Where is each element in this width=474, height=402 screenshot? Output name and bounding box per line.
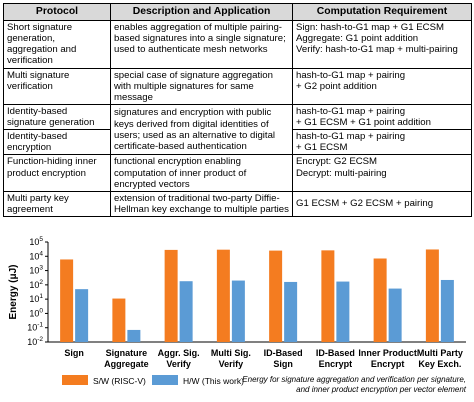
chart-bars [60, 249, 454, 342]
y-axis-label: Energy (μJ) [8, 264, 19, 319]
bar-hw [336, 281, 350, 342]
computation-cell: Encrypt: G2 ECSM Decrypt: multi-pairing [292, 154, 472, 192]
x-category-label: Multi Sig. Verify [211, 348, 251, 369]
table-row: Short signature generation, aggregation … [3, 20, 472, 69]
chart-caption: Energy for signature aggregation and ver… [242, 375, 466, 394]
header-description: Description and Application [110, 2, 293, 22]
table-row: Multi signature verification special cas… [3, 67, 472, 105]
y-axis-ticks: 10-2 10-1 100 101 102 103 104 105 [27, 236, 48, 347]
table-row: Function-hiding inner product encryption… [3, 154, 472, 192]
protocol-cell: Identity-based encryption [3, 129, 111, 156]
bar-sw [373, 258, 387, 342]
protocol-cell: Identity-based signature generation [3, 103, 111, 131]
bar-sw [216, 249, 230, 342]
description-cell: functional encryption enabling computati… [110, 154, 293, 192]
bar-hw [179, 281, 193, 342]
x-category-label: Inner Product Encrypt [358, 348, 417, 369]
energy-bar-chart: 10-2 10-1 100 101 102 103 104 105 Sign Signature… [8, 236, 467, 394]
protocol-cell: Multi signature verification [3, 67, 111, 105]
table-row: Identity-based encryption hash-to-G1 map… [3, 129, 472, 156]
y-tick-label: 10-2 [27, 336, 43, 347]
y-tick-label: 105 [29, 236, 43, 247]
description-cell: enables aggregation of multiple pairing-… [110, 20, 293, 69]
computation-cell: hash-to-G1 map + pairing + G1 ECSM + G1 … [292, 103, 472, 131]
computation-cell: hash-to-G1 map + pairing + G2 point addi… [292, 67, 472, 105]
bar-hw [75, 289, 89, 342]
description-cell: extension of traditional two-party Diffi… [110, 190, 293, 218]
table-row: Identity-based signature generation sign… [3, 103, 472, 156]
x-category-label: ID-Based Encrypt [316, 348, 355, 369]
x-category-label: Sign [64, 348, 84, 358]
x-category-label: Multi Party Key Exch. [417, 348, 463, 369]
bar-sw [60, 259, 74, 342]
bar-sw [425, 249, 439, 342]
computation-cell: Sign: hash-to-G1 map + G1 ECSM Aggregate… [292, 20, 472, 69]
y-tick-label: 100 [29, 307, 43, 318]
table-header-row: Protocol Description and Application Com… [3, 2, 472, 22]
bar-sw [112, 298, 126, 342]
y-tick-label: 102 [29, 279, 43, 290]
bar-hw [231, 280, 245, 342]
description-cell-merged: signatures and encryption with public ke… [110, 103, 293, 156]
chart-legend: S/W (RISC-V) H/W (This work) [62, 375, 244, 386]
bar-hw [127, 329, 141, 342]
protocol-cell: Function-hiding inner product encryption [3, 154, 111, 192]
legend-swatch [152, 375, 178, 385]
header-computation: Computation Requirement [292, 2, 472, 22]
legend-swatch [62, 375, 88, 385]
bar-hw [440, 279, 454, 342]
y-tick-label: 101 [29, 293, 43, 304]
y-tick-label: 103 [29, 265, 43, 276]
protocol-cell: Multi party key agreement [3, 190, 111, 218]
y-tick-label: 104 [29, 250, 43, 261]
description-cell: special case of signature aggregation wi… [110, 67, 293, 105]
x-axis-category-labels: Sign Signature Aggregate Aggr. Sig. Verify Mu… [64, 348, 463, 369]
bar-hw [284, 281, 298, 342]
header-protocol: Protocol [3, 2, 111, 22]
table-row: Multi party key agreement extension of t… [3, 190, 472, 218]
bar-sw [164, 249, 178, 342]
computation-cell: G1 ECSM + G2 ECSM + pairing [292, 190, 472, 218]
bar-sw [321, 250, 335, 342]
chart-axes [47, 242, 466, 343]
y-tick-label: 10-1 [27, 322, 43, 333]
caption-line: Energy for signature aggregation and ver… [242, 375, 466, 384]
computation-cell: hash-to-G1 map + pairing + G1 ECSM [292, 129, 472, 156]
x-category-label: ID-Based Sign [264, 348, 303, 369]
protocol-cell: Short signature generation, aggregation … [3, 20, 111, 69]
bar-hw [388, 288, 402, 342]
legend-label: H/W (This work) [183, 376, 244, 386]
caption-line: and inner product encryption per vector … [296, 385, 467, 394]
x-category-label: Aggr. Sig. Verify [158, 348, 200, 369]
bar-sw [269, 250, 283, 342]
legend-label: S/W (RISC-V) [93, 376, 146, 386]
protocol-table: Protocol Description and Application Com… [3, 2, 472, 218]
x-category-label: Signature Aggregate [104, 348, 149, 369]
